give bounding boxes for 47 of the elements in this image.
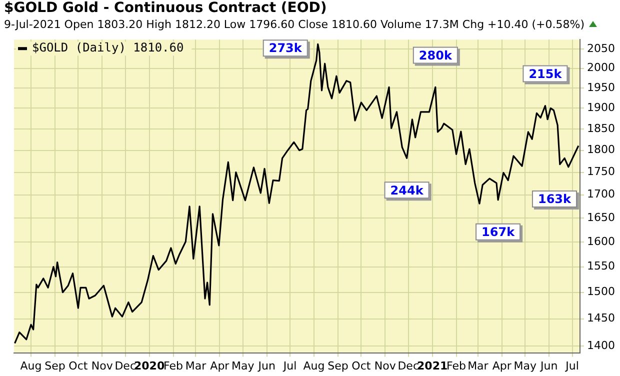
chart-subtitle: 9-Jul-2021 Open 1803.20 High 1812.20 Low 1796.60 Close 1810.60 Volume 17.3M Chg +10.40 (+0.58%) [4,18,584,30]
x-tick-label: Mar [468,359,489,372]
x-tick-label: Dec [398,359,419,372]
x-tick-label: May [232,359,255,372]
x-tick-label: Jun [539,359,558,372]
x-tick-label: 2020 [134,359,165,372]
x-tick-label: Oct [352,359,372,372]
x-tick-label: Sep [328,359,348,372]
x-tick-label: Apr [492,359,512,372]
y-tick-label: 1750 [587,165,616,178]
y-tick-label: 1450 [587,312,616,325]
x-tick-label: Aug [303,359,325,372]
x-tick-label: Jul [282,359,297,372]
y-tick-label: 1400 [587,338,616,352]
y-tick-label: 1650 [587,210,616,224]
x-tick-label: Dec [114,359,136,372]
y-tick-label: 2050 [587,42,616,55]
y-tick-label: 1850 [587,122,616,135]
x-tick-label: May [514,359,537,372]
chart-title: $GOLD Gold - Continuous Contract (EOD) [4,0,328,17]
x-tick-label: 2021 [417,359,448,372]
annotation: 244k [390,183,424,198]
y-tick-label: 1950 [587,80,616,94]
y-tick-label: 1900 [587,101,616,114]
x-tick-label: Jun [257,359,276,372]
y-tick-label: 1500 [587,285,616,298]
x-tick-label: Feb [164,359,184,372]
x-tick-label: Feb [446,359,466,372]
x-tick-label: Jul [564,359,579,372]
annotation: 163k [538,192,572,206]
annotation: 273k [268,41,303,56]
x-tick-label: Oct [68,359,88,372]
y-tick-label: 1600 [587,234,616,248]
y-tick-label: 1800 [587,143,616,156]
x-tick-label: Aug [20,359,42,372]
legend-label: $GOLD (Daily) 1810.60 [32,40,184,55]
x-tick-label: Sep [44,359,66,372]
x-tick-label: Mar [185,359,207,372]
x-tick-label: Nov [374,359,396,372]
x-tick-label: Apr [210,359,230,372]
annotation: 167k [482,225,516,240]
annotation: 215k [528,66,563,81]
y-tick-label: 1700 [587,188,616,201]
x-tick-label: Nov [91,359,114,372]
annotation: 280k [418,48,453,62]
y-tick-label: 1550 [587,260,616,273]
y-tick-label: 2000 [587,61,616,74]
